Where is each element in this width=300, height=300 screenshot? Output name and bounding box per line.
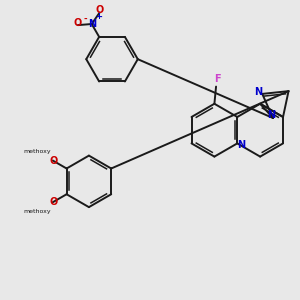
Text: O: O bbox=[50, 156, 58, 166]
Text: methoxy: methoxy bbox=[23, 209, 51, 214]
Text: O: O bbox=[95, 5, 104, 15]
Text: N: N bbox=[267, 110, 275, 120]
Text: +: + bbox=[95, 12, 103, 21]
Text: N: N bbox=[254, 87, 262, 97]
Text: N: N bbox=[88, 19, 96, 29]
Text: N: N bbox=[237, 140, 245, 150]
Text: O: O bbox=[50, 197, 58, 207]
Text: O: O bbox=[74, 18, 82, 28]
Text: methoxy: methoxy bbox=[23, 149, 51, 154]
Text: -: - bbox=[83, 15, 87, 24]
Text: F: F bbox=[214, 74, 220, 84]
